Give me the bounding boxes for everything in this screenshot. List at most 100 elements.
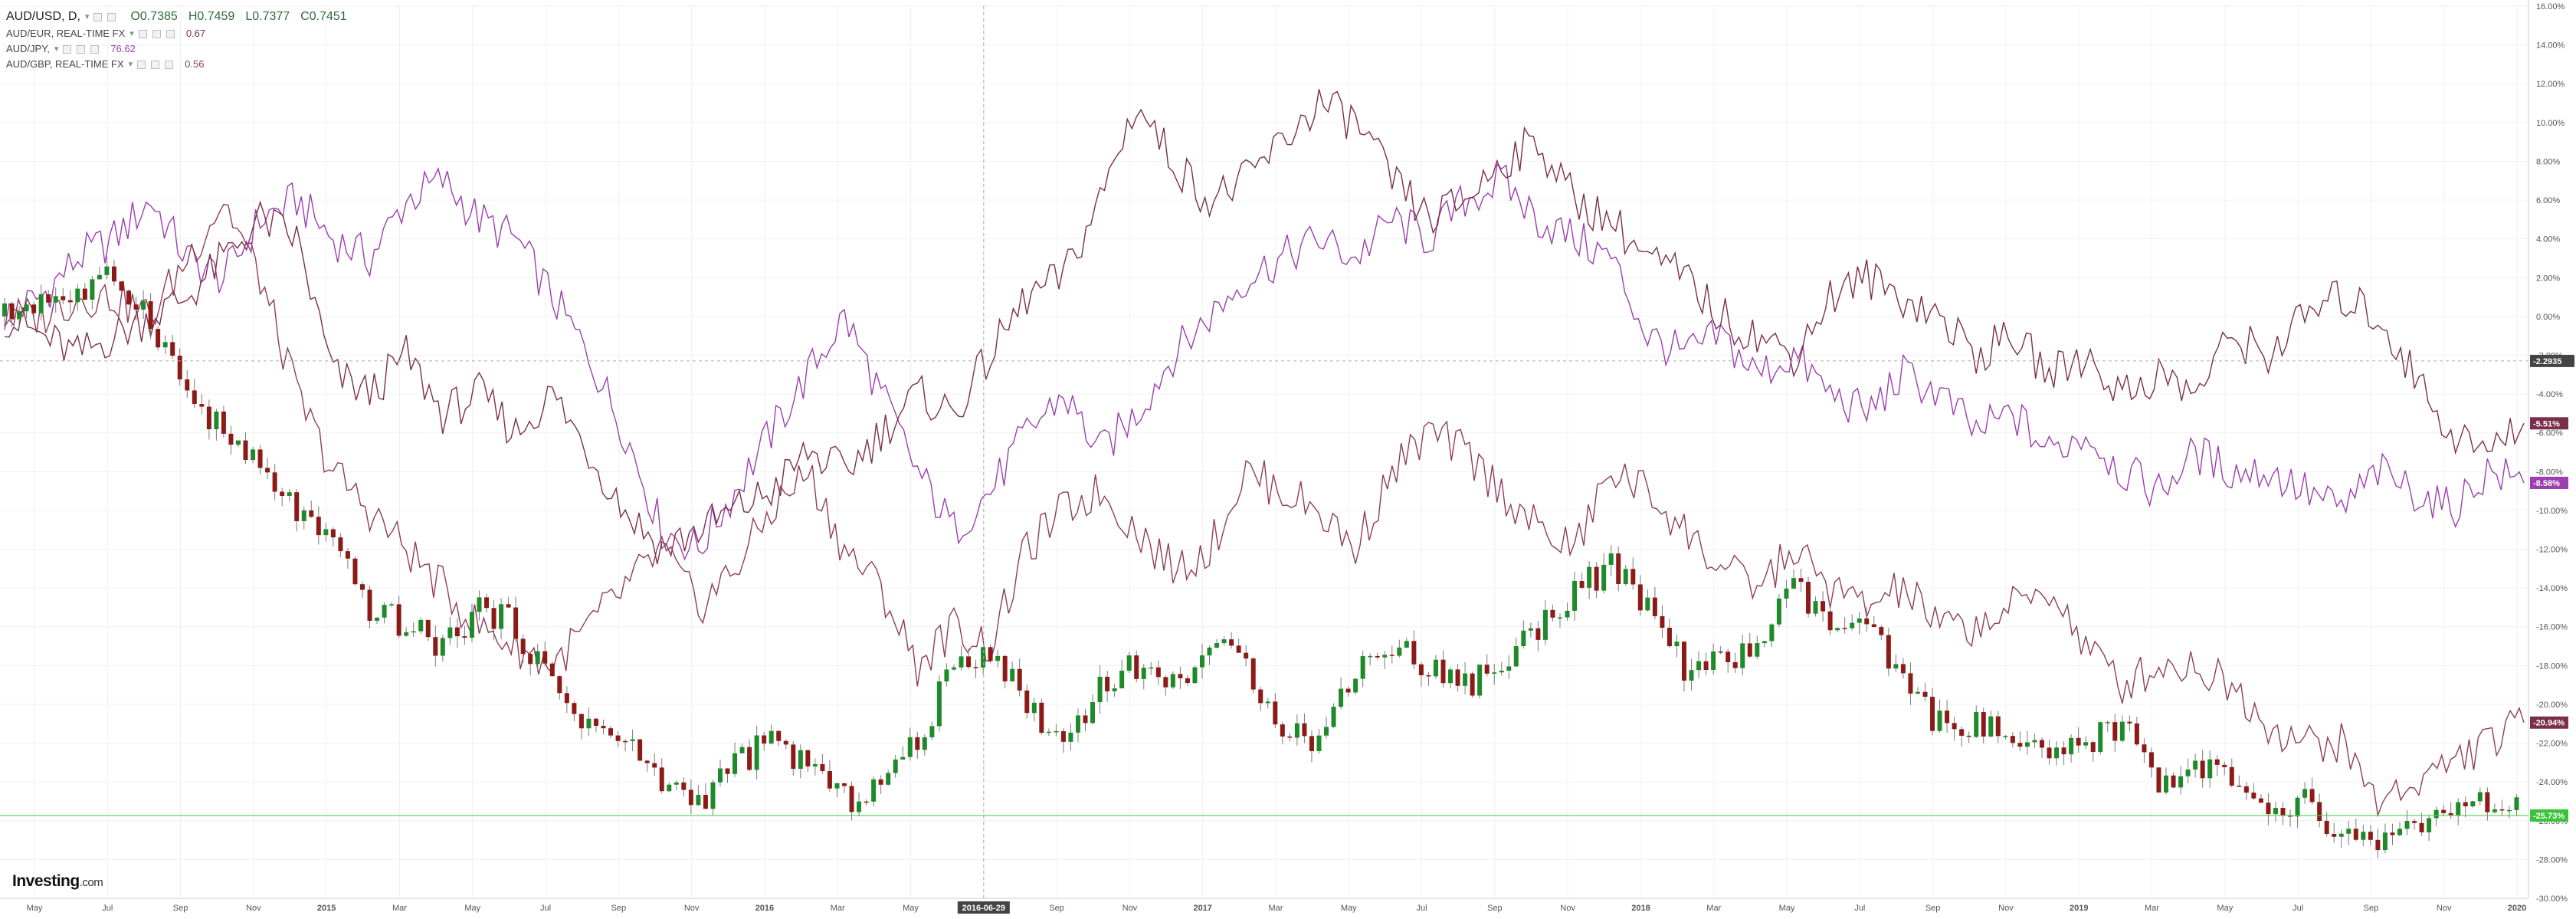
candle-body [338,537,343,552]
candle-body [1470,673,1475,696]
candle-body [1945,711,1950,724]
candle-body [2404,821,2410,829]
last-value-label: -5.51% [2533,419,2560,428]
candle-body [1930,697,1935,731]
candle-body [1031,702,1037,714]
candle-body [221,411,226,434]
candle-body [2346,829,2352,834]
crosshair-y-label: -2.2935 [2533,357,2561,366]
candle-body [1126,655,1132,671]
close-icon[interactable] [166,29,175,38]
legend-gbp-symbol[interactable]: AUD/GBP, REAL-TIME FX [6,58,124,70]
candle-body [1345,688,1351,693]
candle-body [2003,736,2008,737]
candle-body [141,301,146,310]
candle-body [2324,820,2329,835]
candle-body [2024,742,2030,747]
candle-body [2433,809,2439,819]
candle-body [411,631,416,633]
candle-body [776,730,782,741]
candle-body [1542,609,1548,640]
y-tick-label: 4.00% [2536,235,2560,245]
series-layer [4,89,2525,818]
candle-body [206,406,211,429]
candle-body [228,433,234,445]
candle-body [1784,588,1789,599]
candle-body [725,768,730,774]
candle-body [2134,723,2139,745]
chevron-down-icon[interactable]: ▾ [84,12,90,21]
candle-body [1477,665,1483,696]
candle-body [637,739,643,761]
settings-icon[interactable] [107,12,116,21]
candle-body [2,303,7,317]
candle-body [46,294,51,303]
settings-icon[interactable] [77,44,86,54]
eye-icon[interactable] [63,44,72,54]
candle-body [156,329,161,348]
candle-body [1097,676,1103,703]
candle-body [418,619,424,632]
legend-jpy-symbol[interactable]: AUD/JPY, [6,43,50,54]
candle-body [2214,759,2220,765]
y-tick-label: -8.00% [2536,468,2563,477]
legend-main-symbol[interactable]: AUD/USD, D, [6,10,80,23]
candle-body [2207,759,2213,779]
candle-body [681,782,687,790]
legend-row-main[interactable]: AUD/USD, D, ▾ O0.7385 H0.7459 L0.7377 C0… [6,8,347,26]
chevron-down-icon[interactable]: ▾ [128,60,133,69]
candle-body [425,619,431,638]
candle-body [491,608,497,629]
close-icon[interactable] [90,44,100,54]
eye-icon[interactable] [137,60,146,69]
x-tick-label: May [1341,904,1357,913]
candle-body [834,783,840,789]
series-line-eur [4,89,2525,565]
settings-icon[interactable] [152,29,161,38]
chevron-down-icon[interactable]: ▾ [54,44,59,54]
candle-body [557,676,562,694]
candle-body [959,656,964,668]
candle-body [564,693,569,704]
candle-body [2047,747,2052,759]
x-tick-label: Sep [1487,904,1503,913]
candle-body [1842,628,1847,629]
candle-body [309,510,314,517]
x-tick-label: Jul [1417,904,1427,913]
y-tick-label: -10.00% [2536,507,2568,516]
candle-body [1821,601,1826,612]
candle-body [1630,569,1636,585]
chevron-down-icon[interactable]: ▾ [129,29,134,38]
legend-row-jpy[interactable]: AUD/JPY, ▾ 76.62 [6,41,347,57]
candle-body [2317,802,2322,821]
settings-icon[interactable] [151,60,160,69]
candle-body [2069,737,2074,755]
legend-eur-symbol[interactable]: AUD/EUR, REAL-TIME FX [6,28,126,39]
candle-body [981,647,986,668]
candle-body [1521,630,1526,647]
last-value-label: -25.73% [2533,812,2565,821]
candle-body [696,794,701,806]
candle-body [1652,597,1657,616]
y-tick-label: -28.00% [2536,855,2568,865]
eye-icon[interactable] [138,29,147,38]
legend-row-gbp[interactable]: AUD/GBP, REAL-TIME FX ▾ 0.56 [6,57,347,72]
candle-body [1776,598,1781,625]
y-tick-label: -20.00% [2536,701,2568,710]
eye-icon[interactable] [93,12,103,21]
x-tick-label: 2016 [755,904,774,913]
close-icon[interactable] [165,60,174,69]
legend-eur-value: 0.67 [185,28,206,39]
candle-body [104,266,110,275]
candle-body [1740,643,1745,668]
candle-body [2156,767,2161,793]
candle-body [1002,655,1008,681]
x-tick-label: May [464,904,480,913]
candle-body [783,740,788,745]
candle-body [345,551,350,559]
crosshair-x-tag [957,901,1010,914]
candle-body [1214,643,1220,648]
legend-row-eur[interactable]: AUD/EUR, REAL-TIME FX ▾ 0.67 [6,26,347,41]
